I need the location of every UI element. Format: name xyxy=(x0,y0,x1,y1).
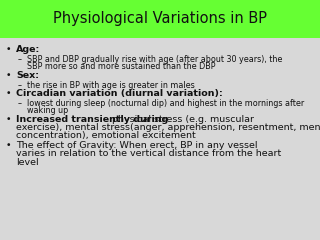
FancyBboxPatch shape xyxy=(0,0,320,38)
Text: lowest during sleep (nocturnal dip) and highest in the mornings after: lowest during sleep (nocturnal dip) and … xyxy=(27,99,304,108)
Text: •: • xyxy=(6,71,12,80)
Text: •: • xyxy=(6,141,12,150)
Text: •: • xyxy=(6,89,12,98)
Text: SBP more so and more sustained than the DBP: SBP more so and more sustained than the … xyxy=(27,62,215,71)
Text: exercise), mental stress(anger, apprehension, resentment, mental: exercise), mental stress(anger, apprehen… xyxy=(16,123,320,132)
Text: The effect of Gravity: When erect, BP in any vessel: The effect of Gravity: When erect, BP in… xyxy=(16,141,258,150)
Text: –: – xyxy=(18,81,22,90)
Text: physical stress (e.g. muscular: physical stress (e.g. muscular xyxy=(112,114,254,124)
Text: Age:: Age: xyxy=(16,45,40,54)
Text: •: • xyxy=(6,114,12,124)
Text: varies in relation to the vertical distance from the heart: varies in relation to the vertical dista… xyxy=(16,149,281,158)
Text: the rise in BP with age is greater in males: the rise in BP with age is greater in ma… xyxy=(27,81,195,90)
Text: level: level xyxy=(16,158,39,167)
Text: waking up: waking up xyxy=(27,106,68,115)
Text: SBP and DBP gradually rise with age (after about 30 years), the: SBP and DBP gradually rise with age (aft… xyxy=(27,55,282,64)
Text: Physiological Variations in BP: Physiological Variations in BP xyxy=(53,12,267,26)
Text: Sex:: Sex: xyxy=(16,71,39,80)
Text: Increased transiently during: Increased transiently during xyxy=(16,114,172,124)
Text: Circadian variation (diurnal variation):: Circadian variation (diurnal variation): xyxy=(16,89,223,98)
Text: •: • xyxy=(6,45,12,54)
Text: –: – xyxy=(18,55,22,64)
Text: concentration), emotional excitement: concentration), emotional excitement xyxy=(16,131,196,140)
Text: –: – xyxy=(18,99,22,108)
